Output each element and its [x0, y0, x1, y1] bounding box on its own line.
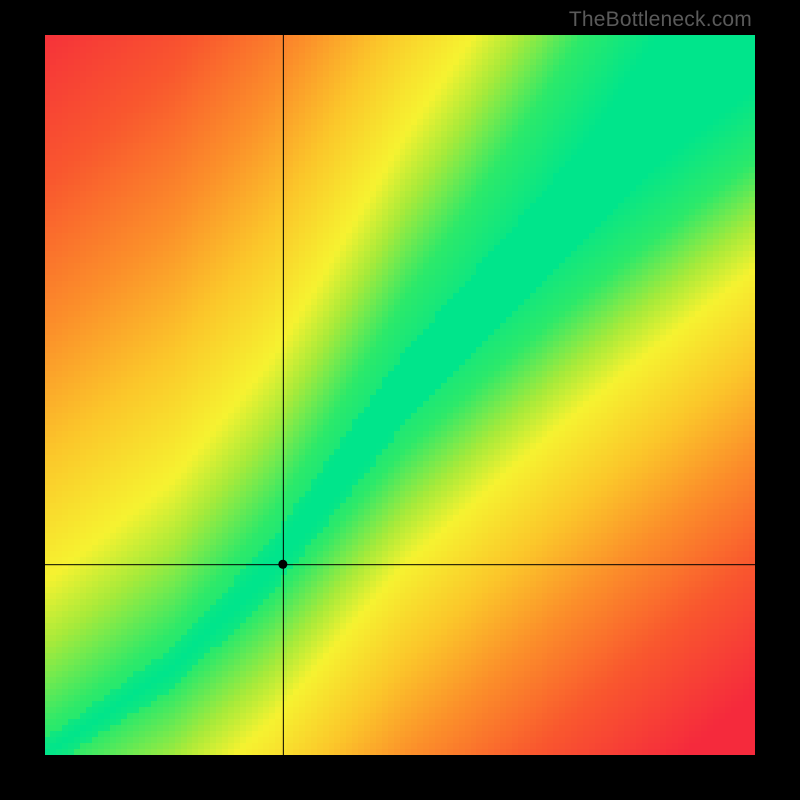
figure-container: TheBottleneck.com	[0, 0, 800, 800]
bottleneck-heatmap	[45, 35, 755, 755]
watermark-label: TheBottleneck.com	[569, 8, 752, 32]
